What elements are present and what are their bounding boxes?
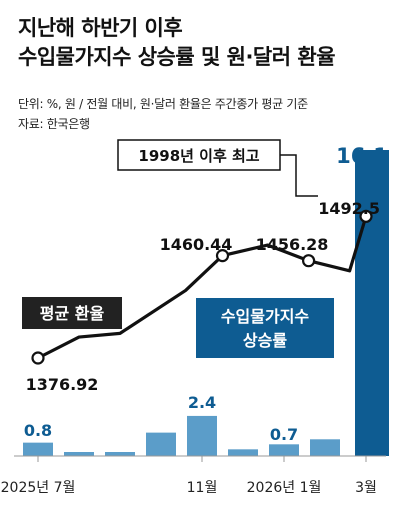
bar-2025-10: [146, 432, 176, 456]
source-note: 자료: 한국은행: [18, 117, 90, 131]
bar-2026-02: [310, 439, 340, 456]
tick-label-2026-03: 3월: [355, 480, 377, 496]
callout-text: 1998년 이후 최고: [138, 147, 259, 165]
bar-label-2025-11: 2.4: [188, 393, 216, 412]
bar-2025-11: [187, 415, 217, 456]
title-line-1: 지난해 하반기 이후: [18, 16, 183, 40]
rate-label-2026-03: 1492.5: [318, 199, 380, 218]
line-series-tag-box: [22, 297, 122, 329]
data-labels: 1376.92 1460.44 1456.28 1492.5 0.8 2.4 0.7 16.1: [24, 144, 388, 444]
rate-point-2026-01: [302, 254, 316, 268]
bar-2025-08: [64, 452, 94, 456]
chart-title: 지난해 하반기 이후 수입물가지수 상승률 및 원·달러 환율: [18, 14, 336, 72]
tick-label-2025-11: 11월: [187, 480, 218, 496]
title-line-2: 수입물가지수 상승률 및 원·달러 환율: [18, 45, 336, 69]
bar-series-tag-line-1: 수입물가지수: [221, 307, 310, 326]
tick-label-2025-07: 2025년 7월: [1, 480, 76, 496]
rate-label-2026-01: 1456.28: [256, 235, 329, 254]
rate-label-2025-11: 1460.44: [160, 235, 233, 254]
callout-leader: [280, 154, 318, 197]
bar-label-2026-03: 16.1: [336, 144, 388, 168]
rate-point-2025-07: [31, 351, 45, 365]
bar-2025-12: [228, 449, 258, 456]
rate-point-2025-11: [215, 249, 230, 263]
bar-2025-07: [23, 442, 53, 456]
bar-series-tag-line-2: 상승률: [243, 331, 287, 350]
bar-2026-01: [269, 444, 299, 456]
tick-label-2026-01: 2026년 1월: [247, 480, 322, 496]
unit-note: 단위: %, 원 / 전월 대비, 원·달러 환율은 주간종가 평균 기준: [18, 97, 308, 111]
x-axis-ticks: 2025년 7월 11월 2026년 1월 3월: [1, 456, 377, 496]
bar-series: [23, 150, 389, 456]
rate-label-2025-07: 1376.92: [26, 375, 99, 394]
line-series: [31, 209, 373, 365]
bar-label-2025-07: 0.8: [24, 421, 52, 440]
bar-2025-09: [105, 452, 135, 456]
chart-meta: 단위: %, 원 / 전월 대비, 원·달러 환율은 주간종가 평균 기준 자료…: [18, 94, 308, 134]
line-series-tag: 평균 환율: [40, 304, 105, 323]
bar-label-2026-01: 0.7: [270, 425, 298, 444]
rate-point-2026-03: [359, 209, 373, 223]
callout-box: [117, 139, 281, 171]
bar-2026-03: [355, 150, 389, 456]
bar-series-tag-box: [196, 298, 334, 358]
